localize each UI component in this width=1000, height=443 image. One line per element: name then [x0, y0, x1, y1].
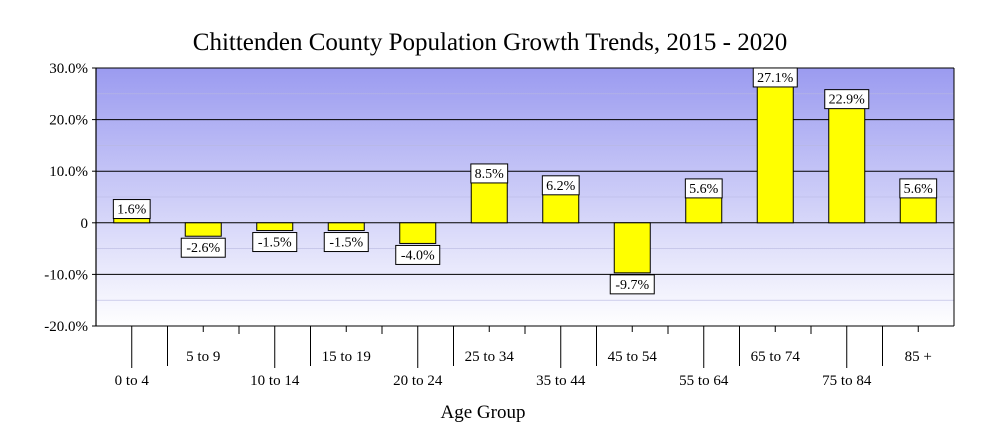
x-tick-label: 75 to 84	[822, 373, 872, 389]
x-tick-label: 10 to 14	[250, 373, 300, 389]
data-label: -1.5%	[252, 232, 298, 253]
svg-text:5.6%: 5.6%	[689, 182, 719, 197]
svg-text:8.5%: 8.5%	[475, 167, 505, 182]
svg-text:-1.5%: -1.5%	[258, 236, 292, 251]
y-tick-label: -10.0%	[44, 267, 88, 283]
gridlines	[96, 67, 954, 327]
x-tick-label: 85 +	[905, 349, 932, 365]
x-tick-label: 5 to 9	[186, 349, 220, 365]
x-tick-label: 45 to 54	[608, 349, 658, 365]
x-tick-label: 25 to 34	[465, 349, 515, 365]
data-label: 27.1%	[752, 67, 798, 88]
bar	[756, 82, 794, 224]
x-axis: 0 to 4 5 to 9 10 to 14 15 to 19 20 to 24 25 t…	[115, 326, 932, 389]
data-label: 8.5%	[470, 163, 509, 184]
bar	[899, 193, 937, 224]
x-tick-label: 0 to 4	[115, 373, 150, 389]
data-label: -2.6%	[180, 237, 226, 258]
bar	[256, 222, 294, 232]
chart-title: Chittenden County Population Growth Tren…	[193, 29, 787, 56]
svg-text:22.9%: 22.9%	[829, 93, 866, 108]
bars	[113, 82, 937, 274]
data-label: -1.5%	[323, 232, 369, 253]
x-axis-label: Age Group	[441, 402, 526, 423]
bar	[399, 222, 437, 244]
data-labels: 1.6% -2.6% -1.5% -1.5% -4.0% 8.5% 6.2% -9.7% 5.6…	[112, 67, 938, 295]
svg-text:-4.0%: -4.0%	[401, 248, 435, 263]
bar	[542, 190, 580, 224]
x-tick-label: 55 to 64	[679, 373, 729, 389]
y-tick-label: 30.0%	[49, 61, 88, 77]
svg-text:1.6%: 1.6%	[117, 203, 147, 218]
y-tick-label: 10.0%	[49, 164, 88, 180]
y-tick-label: -20.0%	[44, 319, 88, 335]
data-label: 6.2%	[541, 175, 580, 196]
data-label: 5.6%	[899, 178, 938, 199]
bar	[828, 104, 866, 224]
bar	[685, 193, 723, 224]
bar	[470, 178, 508, 224]
data-label: -9.7%	[609, 274, 655, 295]
bar	[184, 222, 222, 237]
svg-text:-9.7%: -9.7%	[615, 278, 649, 293]
svg-text:-1.5%: -1.5%	[329, 236, 363, 251]
svg-text:6.2%: 6.2%	[546, 179, 576, 194]
data-label: 1.6%	[112, 199, 151, 220]
data-label: 22.9%	[824, 89, 870, 110]
y-axis: 30.0% 20.0% 10.0% 0 -10.0% -20.0%	[44, 61, 955, 335]
data-label: 5.6%	[684, 178, 723, 199]
y-tick-label: 20.0%	[49, 113, 88, 129]
x-tick-label: 15 to 19	[322, 349, 371, 365]
x-tick-label: 35 to 44	[536, 373, 586, 389]
svg-text:-2.6%: -2.6%	[186, 241, 220, 256]
x-tick-label: 20 to 24	[393, 373, 443, 389]
x-tick-label: 65 to 74	[751, 349, 801, 365]
bar	[613, 222, 651, 274]
svg-text:27.1%: 27.1%	[757, 71, 794, 86]
svg-text:5.6%: 5.6%	[904, 182, 934, 197]
data-label: -4.0%	[395, 244, 441, 265]
y-tick-label: 0	[81, 216, 89, 232]
bar	[327, 222, 365, 232]
